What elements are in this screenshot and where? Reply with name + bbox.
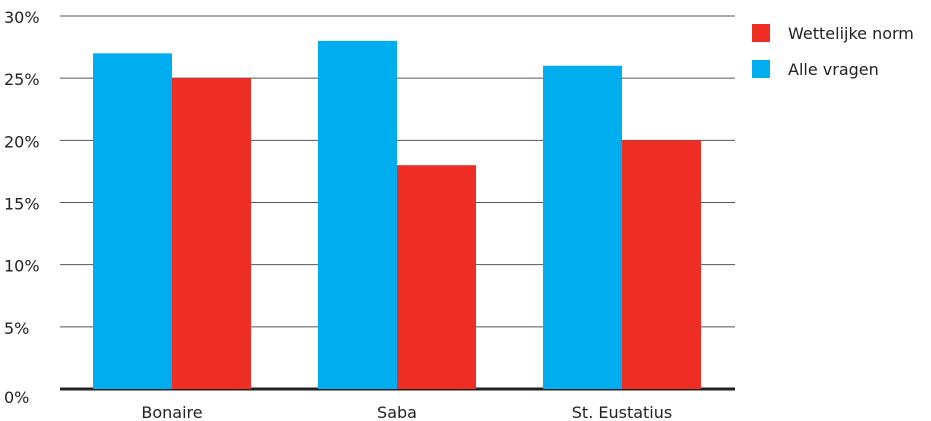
- bar-alle-vragen: [318, 40, 397, 389]
- legend-swatch-wettelijke-norm: [752, 24, 770, 42]
- category-label: Saba: [377, 403, 417, 421]
- legend-swatch-alle-vragen: [752, 60, 770, 78]
- bar-wettelijke-norm: [172, 78, 251, 390]
- bar-wettelijke-norm: [622, 140, 701, 389]
- legend-item-wettelijke-norm: Wettelijke norm: [752, 22, 914, 44]
- legend-label-alle-vragen: Alle vragen: [788, 59, 879, 79]
- bar-wettelijke-norm: [397, 165, 476, 389]
- y-tick-label: 10%: [4, 257, 40, 276]
- y-tick-labels: 0% 5% 10% 15% 20% 25% 30%: [4, 8, 40, 407]
- category-label: St. Eustatius: [572, 403, 672, 421]
- category-label: Bonaire: [141, 403, 202, 421]
- y-tick-label: 0%: [4, 388, 29, 407]
- y-tick-label: 5%: [4, 319, 29, 338]
- y-tick-label: 25%: [4, 70, 40, 89]
- category-labels: Bonaire Saba St. Eustatius: [141, 403, 672, 421]
- y-tick-label: 15%: [4, 195, 40, 214]
- legend: Wettelijke norm Alle vragen: [752, 22, 914, 94]
- legend-label-wettelijke-norm: Wettelijke norm: [788, 23, 914, 43]
- y-tick-label: 30%: [4, 8, 40, 27]
- bars: [93, 40, 701, 390]
- bar-alle-vragen: [93, 53, 172, 390]
- y-tick-label: 20%: [4, 132, 40, 151]
- legend-item-alle-vragen: Alle vragen: [752, 58, 914, 80]
- bar-alle-vragen: [543, 65, 622, 389]
